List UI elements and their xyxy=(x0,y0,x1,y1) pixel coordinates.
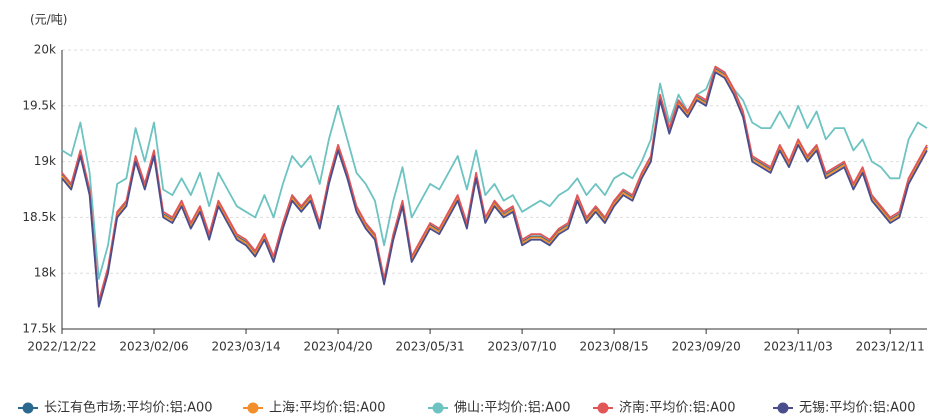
y-tick-label: 19k xyxy=(34,154,56,168)
legend-label: 长江有色市场:平均价:铝:A00 xyxy=(44,400,213,416)
x-tick-label: 2023/04/20 xyxy=(303,340,372,354)
legend-item: 无锡:平均价:铝:A00 xyxy=(773,401,916,416)
series-line xyxy=(61,69,928,306)
x-tick-label: 2023/09/20 xyxy=(672,340,741,354)
x-tick-label: 2023/05/31 xyxy=(395,340,464,354)
y-tick-label: 18.5k xyxy=(22,210,56,224)
legend-swatch xyxy=(777,402,789,414)
legend-label: 上海:平均价:铝:A00 xyxy=(269,401,386,416)
legend-swatch xyxy=(22,402,34,414)
legend-item: 长江有色市场:平均价:铝:A00 xyxy=(18,400,213,416)
x-tick-label: 2023/02/06 xyxy=(119,340,188,354)
x-tick-label: 2023/07/10 xyxy=(488,340,557,354)
legend: 长江有色市场:平均价:铝:A00 上海:平均价:铝:A00 佛山:平均价:铝:A00… xyxy=(18,400,916,416)
y-tick-label: 19.5k xyxy=(22,98,56,112)
legend-item: 上海:平均价:铝:A00 xyxy=(243,401,386,416)
x-tick-label: 2023/11/03 xyxy=(764,340,833,354)
legend-swatch xyxy=(247,402,259,414)
y-axis-unit: (元/吨) xyxy=(30,13,67,27)
series-line xyxy=(61,68,928,305)
x-tick-label: 2023/03/14 xyxy=(211,340,280,354)
legend-swatch xyxy=(597,402,609,414)
y-tick-label: 18k xyxy=(34,266,56,280)
legend-swatch xyxy=(432,402,444,414)
legend-label: 济南:平均价:铝:A00 xyxy=(619,400,736,416)
x-tick-label: 2023/12/11 xyxy=(856,340,925,354)
series-line xyxy=(61,65,928,280)
x-tick-label: 2022/12/22 xyxy=(27,340,96,354)
series-line xyxy=(61,65,928,302)
legend-item: 佛山:平均价:铝:A00 xyxy=(428,401,571,416)
y-tick-label: 20k xyxy=(34,43,56,57)
legend-label: 佛山:平均价:铝:A00 xyxy=(454,401,571,416)
series-line xyxy=(61,71,928,308)
x-tick-label: 2023/08/15 xyxy=(580,340,649,354)
y-tick-label: 17.5k xyxy=(22,322,56,336)
legend-item: 济南:平均价:铝:A00 xyxy=(593,400,736,416)
legend-label: 无锡:平均价:铝:A00 xyxy=(799,401,916,416)
